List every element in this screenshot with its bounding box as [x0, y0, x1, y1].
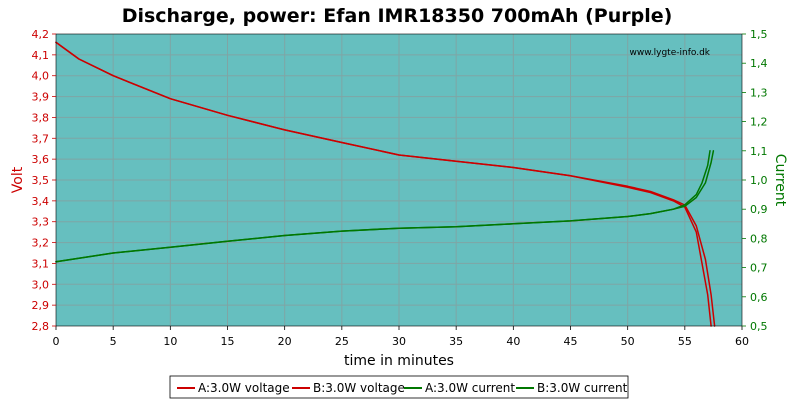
x-tick-label: 45	[564, 335, 578, 348]
x-tick-label: 50	[621, 335, 635, 348]
legend-entry: B:3.0W current	[537, 381, 628, 395]
y-left-tick-label: 3,4	[32, 195, 50, 208]
y-left-tick-label: 2,9	[32, 299, 50, 312]
y-left-tick-label: 2,8	[32, 320, 50, 333]
y-left-tick-label: 3,2	[32, 237, 50, 250]
y-right-tick-label: 1,3	[750, 86, 768, 99]
y-right-tick-label: 1,1	[750, 145, 768, 158]
y-left-tick-label: 4,1	[32, 49, 50, 62]
y-left-tick-label: 3,5	[32, 174, 50, 187]
legend-entry: A:3.0W current	[425, 381, 515, 395]
legend-entry: B:3.0W voltage	[313, 381, 405, 395]
x-tick-label: 40	[506, 335, 520, 348]
x-axis-label: time in minutes	[344, 353, 454, 369]
y-axis-right: 0,5 0,6 0,7 0,8 0,9 1,0 1,1 1,2 1,3 1,4 1,5	[742, 28, 768, 333]
x-tick-label: 15	[221, 335, 235, 348]
y-left-tick-label: 3,3	[32, 216, 50, 229]
x-tick-label: 30	[392, 335, 406, 348]
series-layer	[55, 41, 716, 327]
x-tick-label: 60	[735, 335, 749, 348]
y-right-tick-label: 0,5	[750, 320, 768, 333]
y-right-tick-label: 0,7	[750, 262, 768, 275]
x-tick-label: 20	[278, 335, 292, 348]
y-left-tick-label: 4,0	[32, 70, 50, 83]
y-axis-right-label: Current	[772, 154, 788, 207]
y-left-tick-label: 3,1	[32, 257, 50, 270]
y-right-tick-label: 1,0	[750, 174, 768, 187]
grid	[56, 34, 742, 326]
legend: A:3.0W voltage B:3.0W voltage A:3.0W cur…	[169, 375, 629, 399]
x-tick-label: 35	[449, 335, 463, 348]
x-tick-label: 0	[53, 335, 60, 348]
y-axis-left-label: Volt	[10, 166, 26, 193]
y-right-tick-label: 1,2	[750, 116, 768, 129]
y-right-tick-label: 1,5	[750, 28, 768, 41]
y-right-tick-label: 0,6	[750, 291, 768, 304]
chart-title: Discharge, power: Efan IMR18350 700mAh (…	[122, 5, 673, 27]
y-left-tick-label: 3,8	[32, 111, 50, 124]
series-line-b-3-0w-current	[55, 150, 715, 263]
y-right-tick-label: 0,9	[750, 203, 768, 216]
series-line-b-3-0w-voltage	[55, 41, 716, 327]
x-tick-label: 5	[110, 335, 117, 348]
y-left-tick-label: 4,2	[32, 28, 50, 41]
x-tick-label: 55	[678, 335, 692, 348]
legend-entry: A:3.0W voltage	[198, 381, 290, 395]
watermark-text: www.lygte-info.dk	[630, 48, 711, 58]
y-right-tick-label: 1,4	[750, 57, 768, 70]
y-left-tick-label: 3,6	[32, 153, 50, 166]
y-axis-left: 2,8 2,9 3,0 3,1 3,2 3,3 3,4 3,5 3,6 3,7 3,8 3,9 4,0 4…	[32, 28, 56, 333]
y-left-tick-label: 3,7	[32, 132, 50, 145]
legend-box	[169, 375, 629, 399]
x-axis: 0 5 10 15 20 25 30 35 40 45 50 55 60	[53, 326, 749, 348]
x-tick-label: 10	[163, 335, 177, 348]
y-right-tick-label: 0,8	[750, 232, 768, 245]
y-left-tick-label: 3,9	[32, 91, 50, 104]
y-left-tick-label: 3,0	[32, 278, 50, 291]
x-tick-label: 25	[335, 335, 349, 348]
